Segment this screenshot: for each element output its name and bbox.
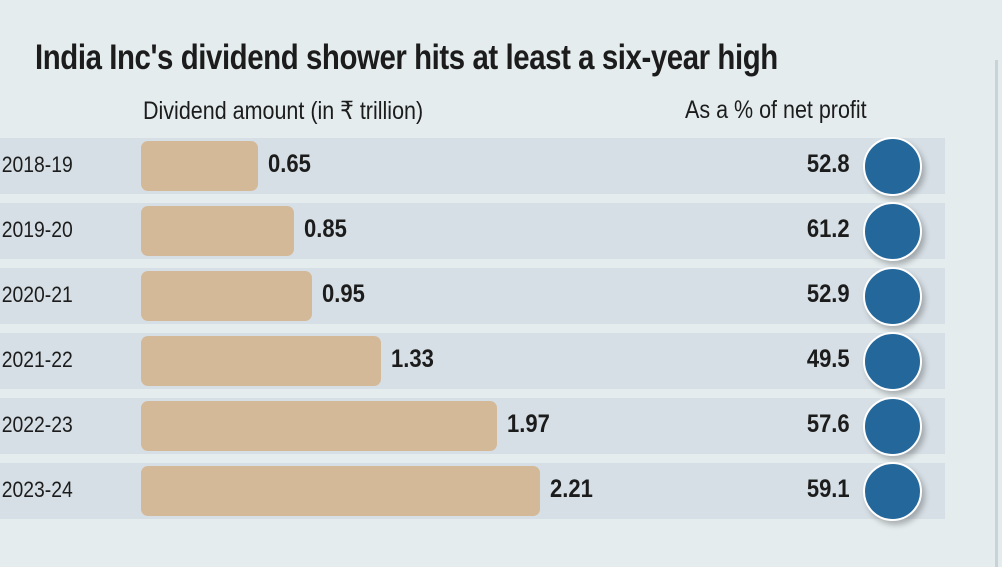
category-label: 2021-22: [1, 347, 73, 372]
net-profit-pct-label: 59.1: [807, 475, 850, 503]
dividend-value-label: 0.65: [268, 150, 312, 178]
net-profit-pct-header: As a % of net profit: [685, 96, 867, 124]
net-profit-dot: [863, 332, 922, 391]
dividend-bar: [141, 271, 313, 321]
chart-row: 2023-24 2.21 59.1: [0, 462, 945, 521]
chart-row: 2022-23 1.97 57.6: [0, 397, 945, 456]
net-profit-pct-label: 52.8: [807, 150, 850, 178]
dividend-bar: [141, 401, 497, 451]
category-label: 2018-19: [1, 152, 73, 177]
net-profit-pct-label: 52.9: [807, 280, 850, 308]
net-profit-pct-label: 57.6: [807, 410, 850, 438]
dividend-bar: [141, 206, 295, 256]
category-label: 2023-24: [1, 477, 73, 502]
category-label: 2019-20: [1, 217, 73, 242]
net-profit-dot: [863, 267, 922, 326]
chart-row: 2018-19 0.65 52.8: [0, 137, 945, 196]
dividend-value-label: 0.85: [304, 215, 348, 243]
dividend-value-label: 2.21: [549, 475, 593, 503]
net-profit-pct-label: 61.2: [807, 215, 850, 243]
dividend-value-label: 0.95: [322, 280, 366, 308]
net-profit-pct-label: 49.5: [807, 345, 850, 373]
dividend-value-label: 1.33: [391, 345, 434, 373]
dividend-bar: [141, 336, 382, 386]
chart-row: 2021-22 1.33 49.5: [0, 332, 945, 391]
dividend-value-label: 1.97: [506, 410, 550, 438]
net-profit-dot: [863, 397, 922, 456]
dividend-bar: [141, 466, 540, 516]
divider: [995, 60, 998, 567]
chart-row: 2020-21 0.95 52.9: [0, 267, 945, 326]
category-label: 2020-21: [1, 282, 73, 307]
net-profit-dot: [863, 137, 922, 196]
net-profit-dot: [863, 202, 922, 261]
chart-title: India Inc's dividend shower hits at leas…: [35, 38, 778, 77]
category-label: 2022-23: [1, 412, 73, 437]
net-profit-dot: [863, 462, 922, 521]
dividend-bar: [141, 141, 259, 191]
dividend-amount-header: Dividend amount (in ₹ trillion): [143, 97, 424, 125]
chart-row: 2019-20 0.85 61.2: [0, 202, 945, 261]
